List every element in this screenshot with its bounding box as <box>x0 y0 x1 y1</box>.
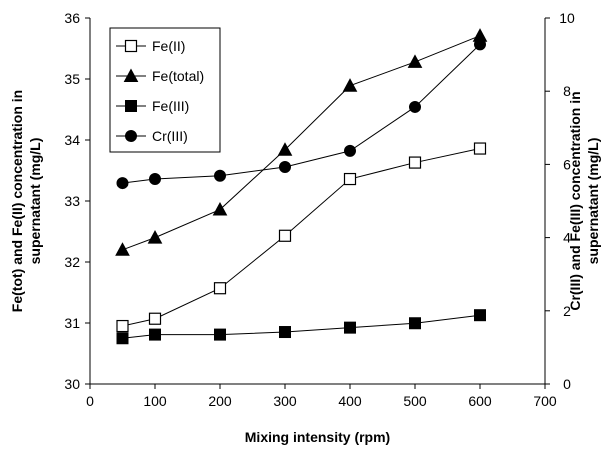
data-point-fe-total <box>277 142 293 156</box>
legend-marker-cr-iii <box>125 130 137 142</box>
legend-marker-fe-total <box>123 68 139 82</box>
data-point-fe-iii <box>279 326 291 339</box>
data-point-fe-ii <box>473 142 487 155</box>
data-point-cr-iii <box>474 38 486 51</box>
legend: Fe(II) Fe(total) Fe(III) Cr(III) <box>109 27 221 153</box>
x-tick-label: 500 <box>403 393 427 409</box>
data-point-fe-ii <box>278 229 292 242</box>
left-y-tick-label: 36 <box>64 10 80 26</box>
data-point-fe-total <box>407 54 423 68</box>
data-point-fe-ii <box>408 156 422 169</box>
data-point-cr-iii <box>149 173 161 186</box>
data-point-cr-iii <box>214 169 226 182</box>
series-fe-iii <box>116 309 486 345</box>
x-axis-title: Mixing intensity (rpm) <box>245 429 390 445</box>
data-point-fe-ii <box>116 319 129 333</box>
series-fe-total <box>115 28 488 256</box>
legend-marker-fe-ii <box>124 39 138 53</box>
data-point-cr-iii <box>116 177 129 190</box>
data-point-fe-iii <box>344 321 356 334</box>
data-point-fe-total <box>212 201 228 216</box>
left-y-tick-label: 30 <box>64 376 80 392</box>
series-cr-iii <box>116 38 486 190</box>
left-y-tick-label: 35 <box>64 71 80 87</box>
legend-label-fe-iii: Fe(III) <box>152 98 189 114</box>
left-axis-title-line-2: supernatant (mg/L) <box>27 138 43 265</box>
x-tick-label: 300 <box>273 393 297 409</box>
right-y-tick-label: 4 <box>563 230 571 246</box>
x-tick-label: 700 <box>533 393 557 409</box>
left-y-tick-label: 34 <box>64 132 80 148</box>
data-point-fe-total <box>147 230 163 244</box>
data-point-fe-ii <box>213 282 227 295</box>
data-point-cr-iii <box>279 160 291 173</box>
left-axis-title-line-1: Fe(tot) and Fe(II) concentration in <box>9 90 25 312</box>
data-point-fe-iii <box>409 317 421 330</box>
data-point-fe-ii <box>343 172 357 186</box>
data-point-fe-iii <box>474 309 486 322</box>
x-tick-label: 600 <box>468 393 492 409</box>
legend-label-cr-iii: Cr(III) <box>152 128 188 144</box>
data-point-fe-total <box>342 78 358 92</box>
series-fe-ii <box>116 142 487 333</box>
data-point-fe-iii <box>214 328 226 341</box>
series-line-fe-ii <box>122 148 481 327</box>
right-y-tick-label: 8 <box>563 83 571 99</box>
right-y-tick-label: 10 <box>559 10 575 26</box>
axis-titles: Mixing intensity (rpm) Fe(tot) and Fe(II… <box>9 90 601 445</box>
legend-marker-fe-iii <box>125 100 137 112</box>
left-y-tick-label: 32 <box>64 254 80 270</box>
x-tick-label: 200 <box>208 393 232 409</box>
data-point-fe-total <box>115 242 130 256</box>
right-axis-title-line-1: Cr(III) and Fe(III) concentration in <box>567 91 583 310</box>
left-y-tick-label: 31 <box>64 315 80 331</box>
left-y-tick-label: 33 <box>64 193 80 209</box>
legend-label-fe-ii: Fe(II) <box>152 38 185 54</box>
data-point-fe-ii <box>148 312 162 325</box>
right-y-tick-label: 2 <box>563 303 571 319</box>
data-point-cr-iii <box>344 144 356 157</box>
data-point-fe-iii <box>149 328 161 341</box>
axes: 0 100 200 300 400 500 600 700 30 31 32 33 34 35 36 0 2 4 6… <box>64 10 575 409</box>
series-line-fe-iii <box>122 314 481 339</box>
data-point-fe-iii <box>116 332 129 345</box>
data-point-cr-iii <box>409 100 421 113</box>
x-tick-label: 0 <box>86 393 94 409</box>
x-tick-label: 100 <box>143 393 167 409</box>
x-tick-label: 400 <box>338 393 362 409</box>
legend-label-fe-total: Fe(total) <box>152 68 204 84</box>
right-y-tick-label: 6 <box>563 156 571 172</box>
right-axis-title-line-2: supernatant (mg/L) <box>585 138 601 265</box>
right-y-tick-label: 0 <box>563 376 571 392</box>
series-layer <box>115 28 488 345</box>
